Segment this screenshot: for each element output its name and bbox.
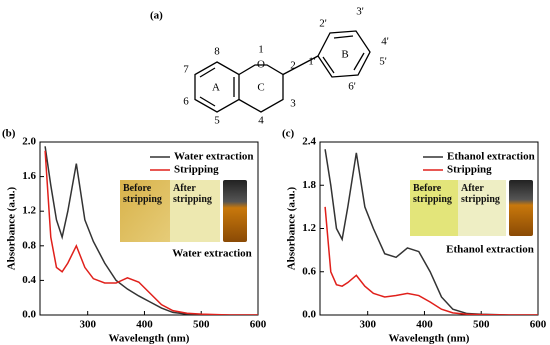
double-bond bbox=[199, 96, 216, 107]
double-bond bbox=[333, 35, 354, 39]
photo-label: After stripping bbox=[461, 183, 500, 205]
atom-number: 7 bbox=[183, 64, 189, 76]
photo-label: After stripping bbox=[173, 183, 212, 205]
y-tick-label: 2.4 bbox=[302, 136, 316, 148]
bottle bbox=[223, 180, 247, 242]
data-line bbox=[44, 146, 258, 315]
x-tick-label: 400 bbox=[136, 319, 153, 331]
x-axis-label: Wavelength (nm) bbox=[109, 333, 190, 345]
y-tick-label: 0.0 bbox=[22, 309, 36, 321]
x-tick-label: 300 bbox=[79, 319, 96, 331]
double-bond bbox=[199, 67, 216, 78]
atom-number: 8 bbox=[214, 46, 220, 58]
ring-b bbox=[317, 30, 371, 78]
y-axis-label: Absorbance (a.u.) bbox=[286, 186, 298, 270]
y-tick-label: 0.0 bbox=[302, 309, 316, 321]
panel-label: (b) bbox=[2, 128, 16, 140]
double-bond bbox=[322, 56, 335, 74]
atom-number: 2' bbox=[319, 18, 327, 30]
atom-number: 3' bbox=[356, 6, 364, 18]
photo-after bbox=[458, 180, 506, 236]
atom-number: 5' bbox=[379, 56, 387, 68]
y-tick-label: 0.4 bbox=[22, 274, 36, 286]
ring-label: A bbox=[212, 82, 220, 94]
photo-caption: Ethanol extraction bbox=[446, 244, 534, 256]
photo-after bbox=[170, 180, 220, 242]
photo-label: Before stripping bbox=[123, 183, 162, 205]
atom-number: 1' bbox=[308, 56, 316, 68]
legend-label: Stripping bbox=[174, 164, 219, 176]
atom-number: 3 bbox=[290, 98, 296, 110]
panel-label: (a) bbox=[150, 10, 163, 22]
y-axis-label: Absorbance (a.u.) bbox=[6, 186, 18, 270]
y-tick-label: 0.8 bbox=[22, 239, 36, 251]
atom-number: 1 bbox=[258, 44, 264, 56]
data-line bbox=[44, 150, 258, 315]
legend-label: Water extraction bbox=[174, 151, 254, 163]
atom-number: 6' bbox=[348, 81, 356, 93]
y-tick-label: 1.2 bbox=[302, 222, 316, 234]
legend-label: Ethanol extraction bbox=[447, 151, 535, 163]
panel-label: (c) bbox=[282, 128, 295, 140]
plot-frame bbox=[39, 141, 259, 316]
photo-before bbox=[120, 180, 170, 242]
atom-number: 4 bbox=[258, 115, 264, 127]
x-tick-label: 500 bbox=[193, 319, 210, 331]
x-tick-label: 300 bbox=[359, 319, 376, 331]
y-tick-label: 1.2 bbox=[22, 205, 36, 217]
bond bbox=[282, 55, 319, 76]
oxygen-label: O bbox=[257, 59, 265, 71]
x-axis-label: Wavelength (nm) bbox=[389, 333, 470, 345]
y-tick-label: 0.6 bbox=[302, 265, 316, 277]
y-tick-label: 2.0 bbox=[22, 136, 36, 148]
atom-number: 4' bbox=[381, 36, 389, 48]
atom-number: 2 bbox=[290, 60, 296, 72]
ring-label: C bbox=[257, 82, 264, 94]
double-bond bbox=[353, 52, 365, 71]
photo-label: Before stripping bbox=[413, 183, 452, 205]
atom-number: 5 bbox=[214, 115, 220, 127]
x-tick-label: 500 bbox=[473, 319, 490, 331]
data-line bbox=[324, 206, 538, 315]
y-tick-label: 1.6 bbox=[22, 170, 36, 182]
ring-label: B bbox=[341, 49, 348, 61]
photo-before bbox=[410, 180, 458, 236]
x-tick-label: 600 bbox=[530, 319, 547, 331]
bottle bbox=[509, 180, 533, 236]
atom-number: 6 bbox=[183, 96, 189, 108]
y-tick-label: 1.8 bbox=[302, 179, 316, 191]
photo-caption: Water extraction bbox=[172, 248, 252, 260]
x-tick-label: 400 bbox=[416, 319, 433, 331]
structure bbox=[194, 30, 371, 113]
legend-label: Stripping bbox=[447, 164, 492, 176]
x-tick-label: 600 bbox=[250, 319, 267, 331]
